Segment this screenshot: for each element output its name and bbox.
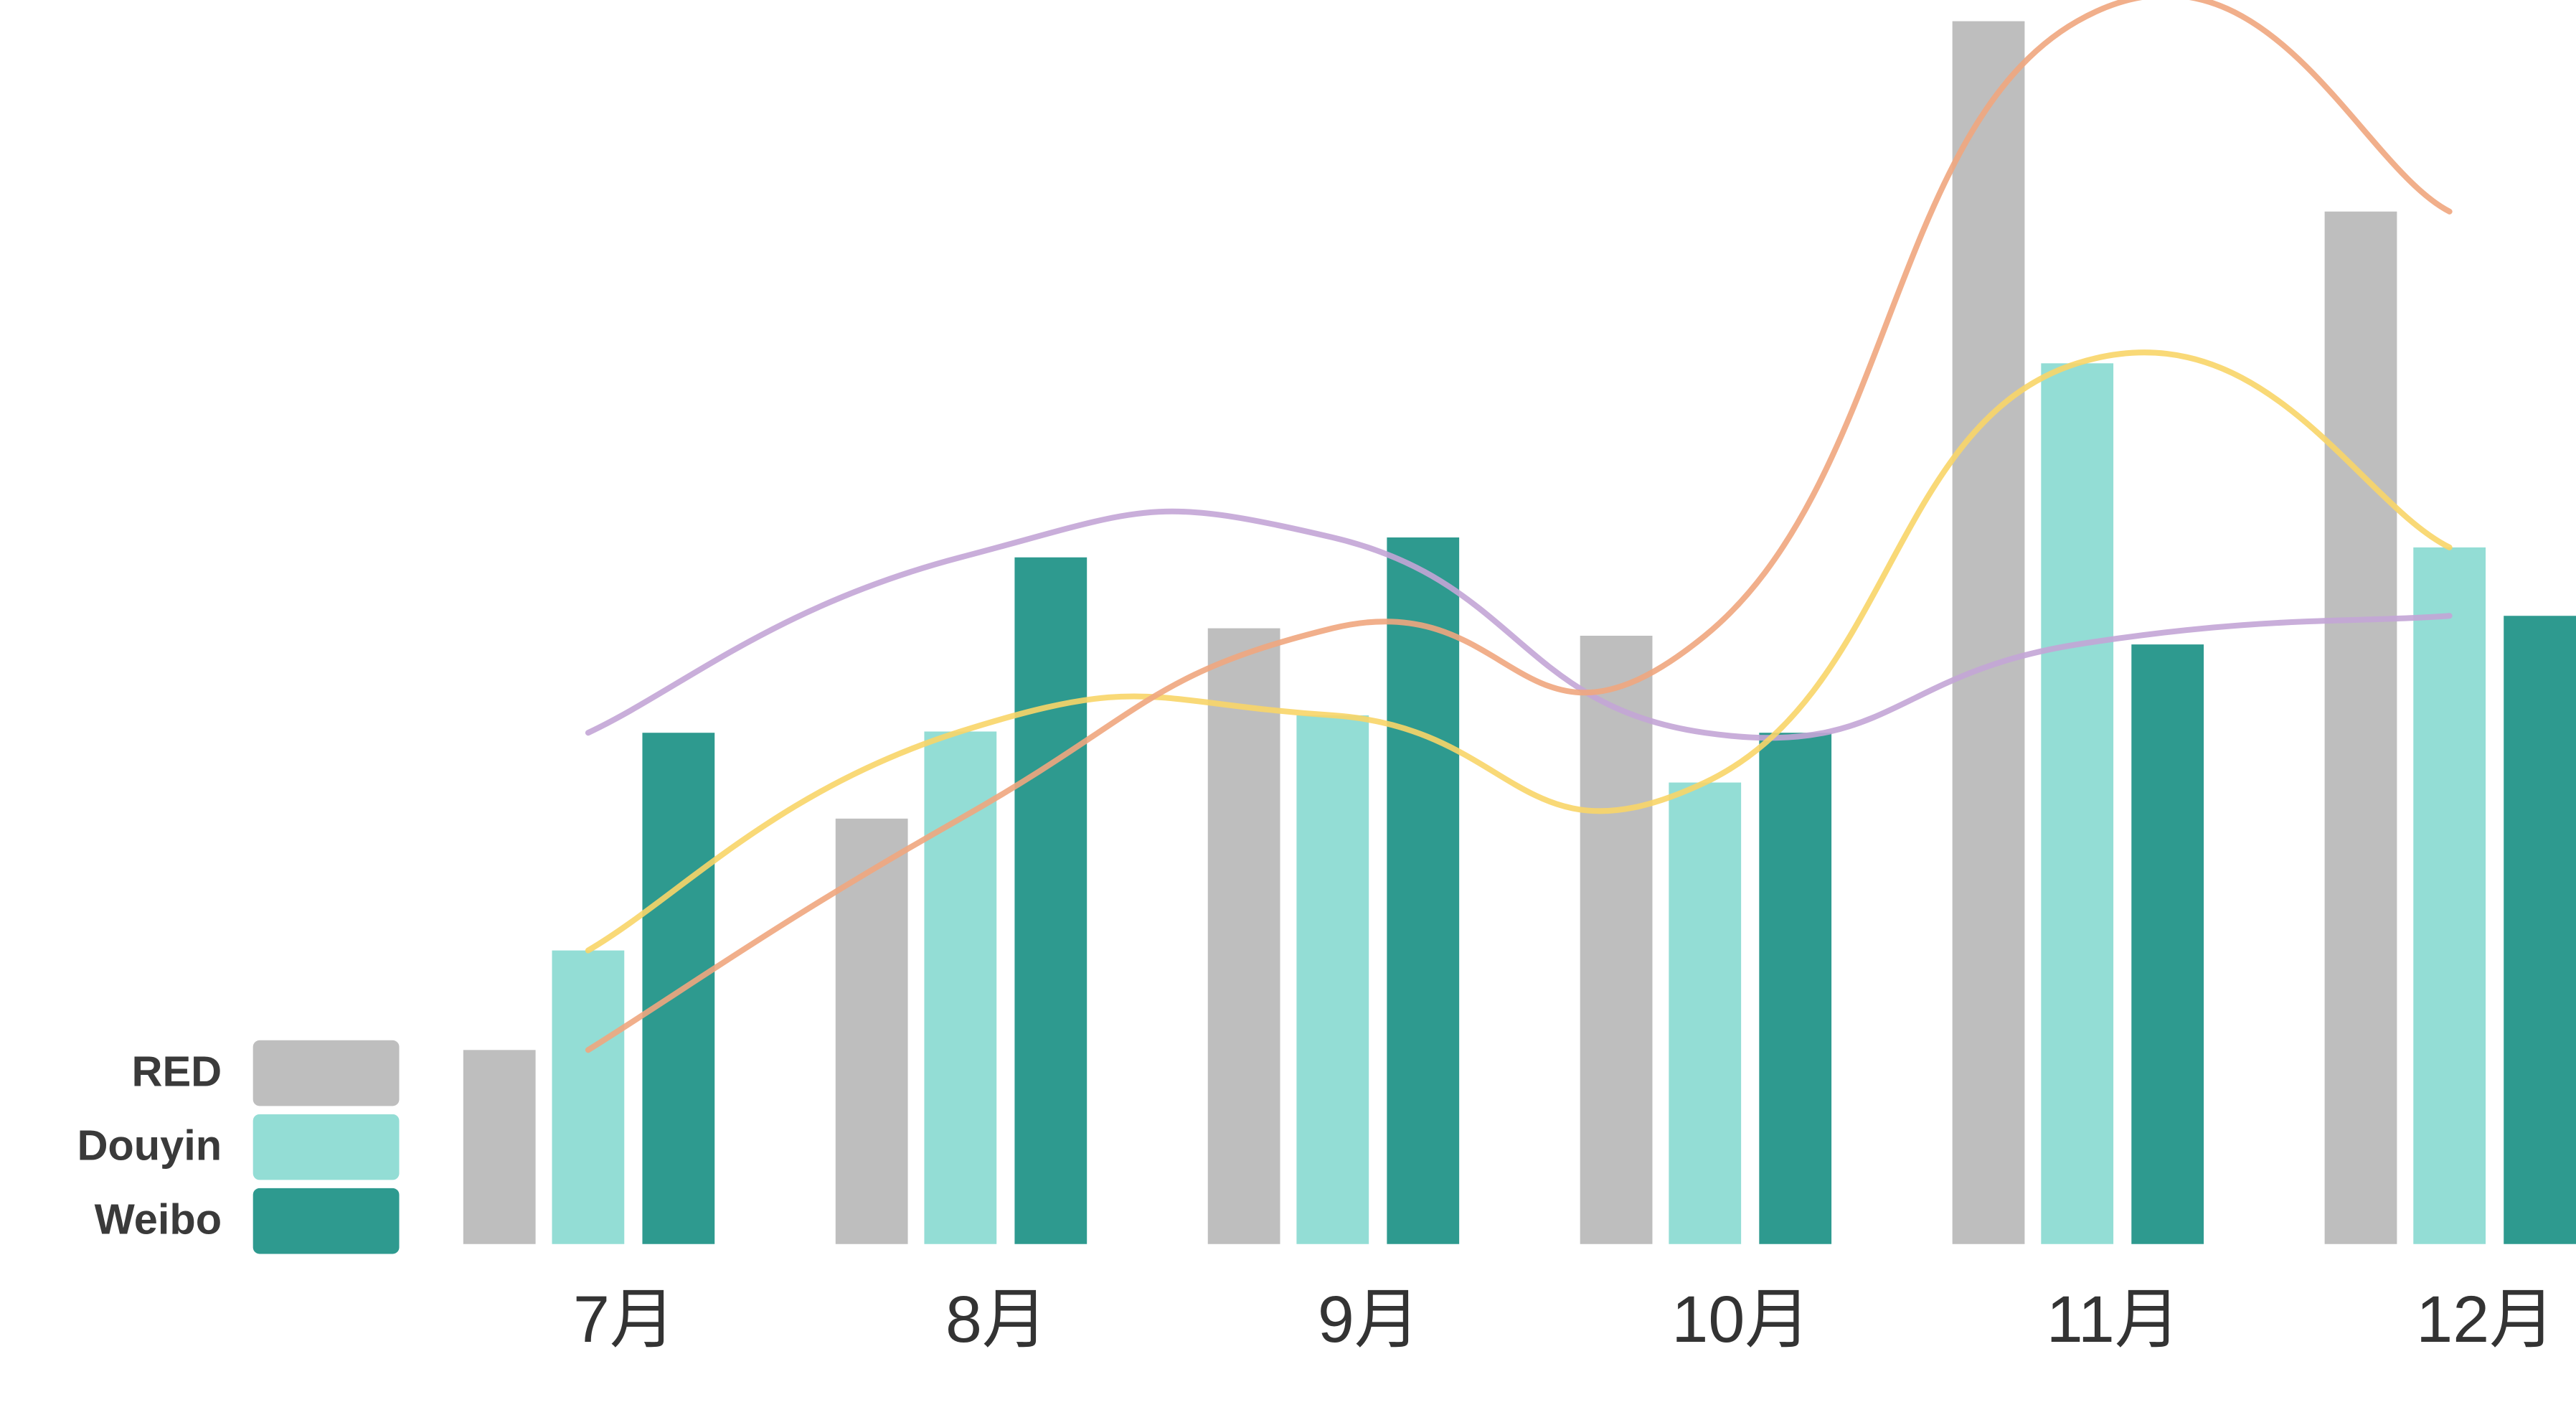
bar (835, 818, 908, 1244)
trend-line (585, 508, 2453, 741)
bar (1669, 782, 1742, 1244)
bar (1207, 628, 1280, 1244)
legend-label: Douyin (77, 1122, 222, 1170)
legend-swatch (253, 1040, 400, 1106)
bar (1387, 537, 1460, 1244)
bar (924, 731, 997, 1244)
legend-label: RED (131, 1048, 222, 1096)
x-tick-label: 9月 (1318, 1283, 1420, 1356)
bar (552, 950, 625, 1244)
x-tick-label: 7月 (573, 1283, 676, 1356)
legend-label: Weibo (95, 1195, 222, 1244)
bar (463, 1050, 536, 1244)
bar (1296, 715, 1369, 1244)
bar (1580, 635, 1653, 1244)
bar (2324, 211, 2397, 1244)
bar (2041, 363, 2114, 1244)
x-tick-label: 10月 (1671, 1283, 1810, 1356)
legend-swatch (253, 1188, 400, 1254)
bar (2504, 616, 2576, 1244)
trend-line (585, 349, 2453, 954)
x-tick-label: 12月 (2416, 1283, 2554, 1356)
bar (1952, 21, 2025, 1244)
x-tick-label: 11月 (2047, 1283, 2181, 1356)
trend-line (585, 0, 2453, 1053)
bar (1759, 733, 1832, 1244)
bar (1014, 557, 1088, 1244)
bar (2413, 547, 2486, 1244)
x-tick-label: 8月 (945, 1283, 1048, 1356)
legend-swatch (253, 1114, 400, 1180)
bar (2131, 644, 2204, 1244)
